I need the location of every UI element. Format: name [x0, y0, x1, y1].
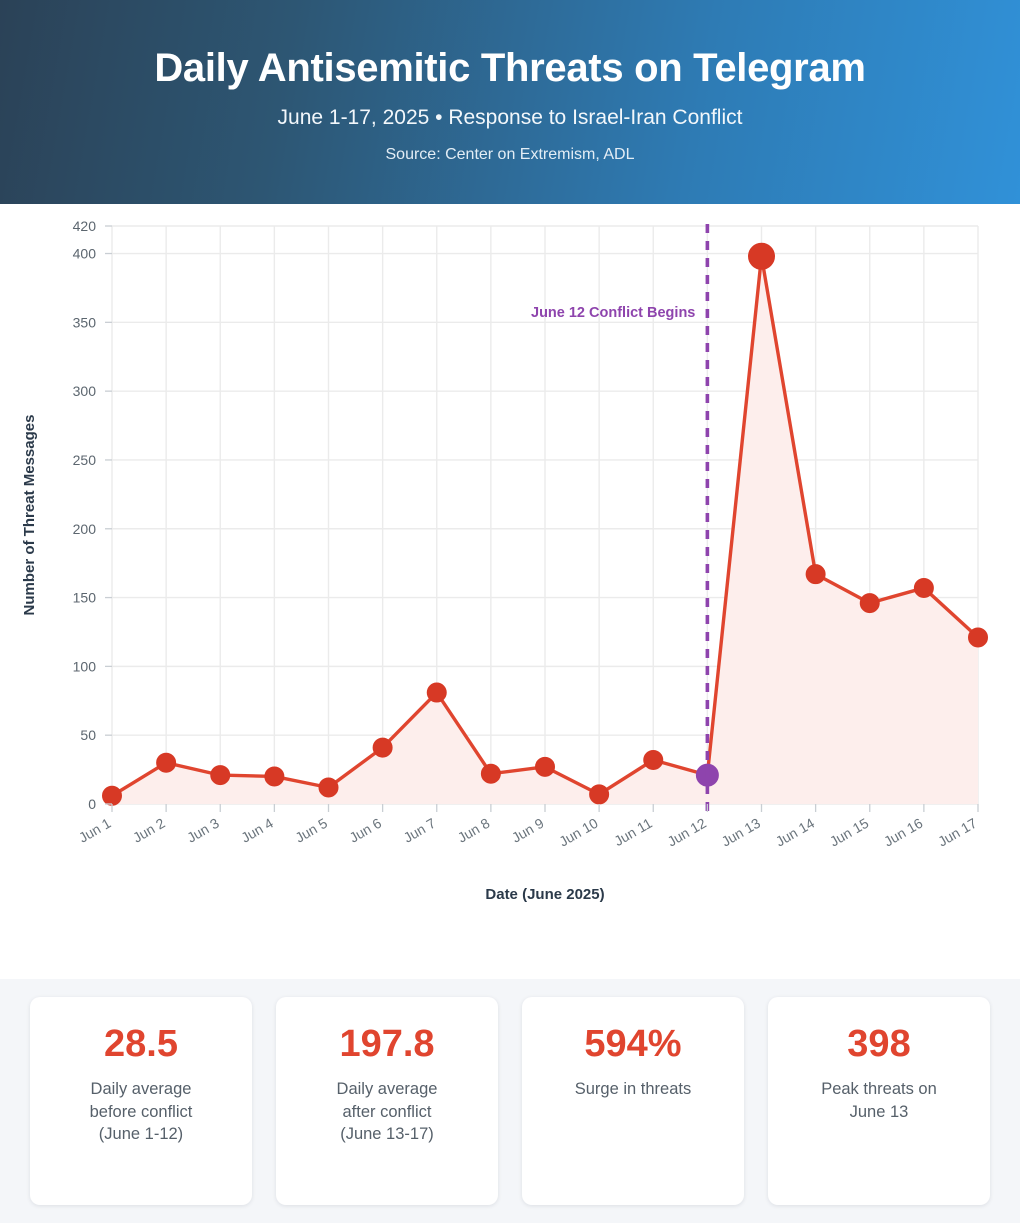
y-tick-label: 200 — [73, 521, 97, 537]
y-tick-label: 350 — [73, 314, 97, 330]
x-tick-label: Jun 10 — [556, 815, 601, 850]
chart-data-point — [589, 784, 610, 805]
x-axis-tick-labels: Jun 1 Jun 2 Jun 3 Jun 4 Jun 5 Jun 6 Jun 7 Jun 8… — [76, 804, 980, 850]
x-tick-label: Jun 3 — [184, 815, 222, 846]
x-tick-label: Jun 7 — [401, 815, 439, 846]
x-tick-label: Jun 17 — [935, 815, 980, 850]
chart-data-point — [643, 749, 664, 770]
stat-card-peak-threats: 398 Peak threats on June 13 — [768, 997, 990, 1205]
chart-data-point — [210, 765, 231, 786]
threat-line-chart: June 12 Conflict Begins 0 50 100 150 200 250 3… — [21, 218, 988, 903]
chart-annotation-label: June 12 Conflict Begins — [531, 305, 695, 321]
page-source-credit: Source: Center on Extremism, ADL — [385, 146, 635, 163]
stat-label: Surge in threats — [574, 1079, 692, 1098]
x-tick-label: Jun 4 — [238, 815, 276, 846]
chart-data-point — [748, 242, 775, 270]
x-tick-label: Jun 9 — [509, 815, 547, 846]
y-tick-label: 100 — [73, 658, 97, 674]
chart-data-point — [156, 752, 177, 773]
chart-data-point — [264, 766, 285, 787]
chart-data-point — [968, 627, 988, 648]
chart-data-point — [318, 777, 339, 798]
y-tick-label: 50 — [80, 727, 96, 743]
stat-label: Daily average after conflict (June 13-17… — [336, 1079, 438, 1144]
x-tick-label: Jun 2 — [130, 815, 168, 846]
chart-data-point — [102, 785, 122, 806]
y-axis-tick-labels: 0 50 100 150 200 250 300 350 400 420 — [73, 218, 112, 812]
x-tick-label: Jun 12 — [664, 815, 709, 850]
stat-card-avg-before: 28.5 Daily average before conflict (June… — [30, 997, 252, 1205]
stat-label: Daily average before conflict (June 1-12… — [89, 1079, 193, 1144]
y-axis-title: Number of Threat Messages — [21, 415, 38, 616]
chart-data-point — [426, 682, 447, 703]
chart-annotation-layer: June 12 Conflict Begins — [531, 224, 710, 816]
chart-data-point — [372, 737, 393, 758]
x-tick-label: Jun 6 — [346, 815, 384, 846]
page-title: Daily Antisemitic Threats on Telegram — [154, 46, 866, 90]
x-tick-label: Jun 11 — [611, 815, 655, 849]
stat-value: 594% — [584, 1023, 682, 1065]
y-tick-label: 420 — [73, 218, 97, 234]
stat-label: Peak threats on June 13 — [821, 1079, 937, 1121]
chart-data-point — [913, 577, 934, 598]
x-tick-label: Jun 14 — [773, 815, 818, 850]
chart-data-markers — [102, 242, 988, 806]
page-subtitle: June 1-17, 2025 • Response to Israel-Ira… — [277, 106, 743, 129]
chart-data-point — [535, 756, 555, 777]
y-tick-label: 250 — [73, 452, 97, 468]
page-header: Daily Antisemitic Threats on Telegram Ju… — [0, 0, 1020, 204]
y-tick-label: 150 — [73, 590, 97, 606]
x-tick-label: Jun 1 — [76, 815, 114, 846]
chart-container: June 12 Conflict Begins 0 50 100 150 200 250 3… — [0, 204, 1020, 979]
stat-value: 398 — [847, 1023, 911, 1065]
x-tick-label: Jun 16 — [881, 815, 926, 850]
x-tick-label: Jun 5 — [292, 815, 330, 846]
summary-stats-row: 28.5 Daily average before conflict (June… — [0, 979, 1020, 1223]
stat-value: 28.5 — [104, 1023, 178, 1065]
stat-card-avg-after: 197.8 Daily average after conflict (June… — [276, 997, 498, 1205]
x-tick-label: Jun 15 — [827, 815, 872, 850]
chart-data-point — [480, 763, 501, 784]
stat-value: 197.8 — [339, 1023, 435, 1065]
y-tick-label: 300 — [73, 383, 97, 399]
y-tick-label: 400 — [73, 246, 97, 262]
x-tick-label: Jun 8 — [455, 815, 493, 846]
stat-card-surge-percent: 594% Surge in threats — [522, 997, 744, 1205]
x-axis-title: Date (June 2025) — [485, 886, 604, 903]
chart-area-fill — [112, 256, 978, 804]
chart-data-point — [859, 593, 880, 614]
y-tick-label: 0 — [88, 796, 96, 812]
x-tick-label: Jun 13 — [719, 815, 764, 850]
chart-data-point — [805, 564, 826, 585]
